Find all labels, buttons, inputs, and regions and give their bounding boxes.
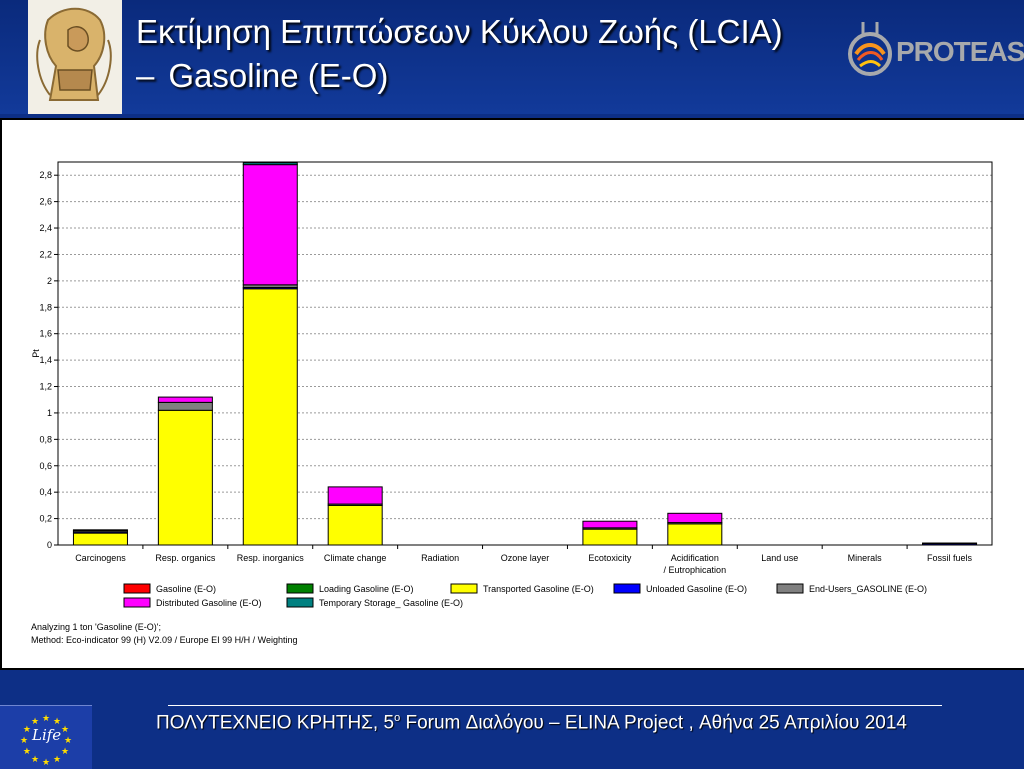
university-logo <box>28 0 122 114</box>
eu-star-icon: ★ <box>23 746 31 756</box>
footer-text-main: ΠΟΛΥΤΕΧΝΕΙΟ ΚΡΗΤΗΣ, 5 <box>156 712 395 734</box>
x-tick-label: Resp. organics <box>155 553 216 563</box>
title-line-2-text: Gasoline (E-O) <box>168 57 389 94</box>
x-tick-label: Carcinogens <box>75 553 126 563</box>
x-tick-label: Land use <box>761 553 798 563</box>
eu-star-icon: ★ <box>20 735 28 745</box>
lcia-stacked-bar-chart: 0 0,2 0,4 0,6 0,8 1 1,2 1,4 1,6 1,8 2 2,2 2,4 2,6 2,8 C… <box>31 161 993 645</box>
title-line-1: Εκτίμηση Επιπτώσεων Κύκλου Ζωής (LCIA) <box>136 13 783 50</box>
legend-label: Temporary Storage_ Gasoline (E-O) <box>319 598 463 608</box>
legend-swatch <box>286 583 314 594</box>
plot-frame <box>57 161 993 546</box>
bar-segment <box>327 504 383 546</box>
eu-life-logo: ★ ★ ★ ★ ★ ★ ★ ★ ★ ★ ★ ★ Life <box>0 705 92 769</box>
bar-segment <box>582 528 638 546</box>
y-tick-label: 1,8 <box>39 302 52 312</box>
eu-star-icon: ★ <box>42 757 50 767</box>
y-tick-label: 0,6 <box>39 461 52 471</box>
footer-text-rest: Forum Διαλόγου – ELINA Project , Αθήνα 2… <box>400 712 907 734</box>
chart-note: Method: Eco-indicator 99 (H) V2.09 / Eur… <box>31 635 297 645</box>
bar-segment <box>242 164 298 286</box>
bar-segment <box>582 520 638 529</box>
legend-label: Unloaded Gasoline (E-O) <box>646 584 747 594</box>
y-tick-label: 1,4 <box>39 355 52 365</box>
legend-label: Transported Gasoline (E-O) <box>483 584 594 594</box>
legend-label: Gasoline (E-O) <box>156 584 216 594</box>
proteas-emblem-icon <box>848 22 892 76</box>
bar-segment <box>922 542 978 545</box>
slide-header: Εκτίμηση Επιπτώσεων Κύκλου Ζωής (LCIA) –… <box>0 0 1024 114</box>
title-dash: – <box>136 57 155 94</box>
eu-stars-icon: ★ ★★★★★★★★★★★ <box>20 713 72 767</box>
eu-star-icon: ★ <box>23 724 31 734</box>
y-tick-label: 2,6 <box>39 197 52 207</box>
bar-segment <box>72 532 128 546</box>
bar-segment <box>157 401 213 411</box>
y-tick-label: 2,4 <box>39 223 52 233</box>
eu-star-icon: ★ <box>42 713 50 723</box>
eu-star-icon: ★ <box>53 716 61 726</box>
eu-star-icon: ★ <box>61 746 69 756</box>
bar-segment <box>72 529 128 531</box>
eu-star-icon: ★ <box>31 754 39 764</box>
legend-swatch <box>123 583 151 594</box>
x-tick-label: Acidification <box>671 553 719 563</box>
x-tick-label: Minerals <box>848 553 883 563</box>
x-tick-label: Ozone layer <box>501 553 550 563</box>
bar-segment <box>327 486 383 505</box>
x-tick-label: Ecotoxicity <box>588 553 632 563</box>
brand-suffix: EAS <box>969 36 1024 67</box>
legend-swatch <box>286 597 314 608</box>
eu-star-icon: ★ <box>31 716 39 726</box>
chart-note: Analyzing 1 ton 'Gasoline (E-O)'; <box>31 622 161 632</box>
legend-swatch <box>776 583 804 594</box>
slide-title: Εκτίμηση Επιπτώσεων Κύκλου Ζωής (LCIA) –… <box>136 10 836 98</box>
title-line-2: – Gasoline (E-O) <box>136 54 836 98</box>
eu-life-text: Life <box>32 726 62 744</box>
y-tick-label: 2,8 <box>39 170 52 180</box>
x-tick-label: Radiation <box>421 553 459 563</box>
bar-segment <box>157 409 213 546</box>
proteas-brand-text: PROTEAS <box>896 36 1024 68</box>
y-tick-label: 1,6 <box>39 329 52 339</box>
chart-panel: 0 0,2 0,4 0,6 0,8 1 1,2 1,4 1,6 1,8 2 2,2 2,4 2,6 2,8 C… <box>0 118 1024 670</box>
y-axis-label: Pt <box>31 349 41 358</box>
legend-label: Distributed Gasoline (E-O) <box>156 598 262 608</box>
legend-label: End-Users_GASOLINE (E-O) <box>809 584 927 594</box>
legend-label: Loading Gasoline (E-O) <box>319 584 414 594</box>
footer-text-superscript: ο <box>394 712 401 724</box>
y-tick-label: 0,2 <box>39 514 52 524</box>
footer-divider <box>168 705 942 706</box>
x-tick-label: Climate change <box>324 553 387 563</box>
x-tick-label: Resp. inorganics <box>237 553 305 563</box>
bar-segment <box>157 396 213 403</box>
brand-prefix: PROT <box>896 36 971 67</box>
y-tick-label: 2,2 <box>39 249 52 259</box>
footer-caption: ΠΟΛΥΤΕΧΝΕΙΟ ΚΡΗΤΗΣ, 5ο Forum Διαλόγου – … <box>156 712 976 734</box>
crest-icon <box>36 7 112 101</box>
legend-swatch <box>613 583 641 594</box>
eu-star-icon: ★ <box>53 754 61 764</box>
x-tick-label: / Eutrophication <box>664 565 727 575</box>
y-tick-label: 0,8 <box>39 434 52 444</box>
y-tick-label: 0 <box>47 540 52 550</box>
x-tick-label: Fossil fuels <box>927 553 973 563</box>
legend-swatch <box>123 597 151 608</box>
y-tick-label: 2 <box>47 276 52 286</box>
bar-segment <box>667 512 723 524</box>
y-tick-label: 1,2 <box>39 382 52 392</box>
bar-segment <box>667 523 723 546</box>
y-tick-label: 0,4 <box>39 487 52 497</box>
bar-segment <box>242 162 298 166</box>
legend-swatch <box>450 583 478 594</box>
bar-segment <box>242 288 298 546</box>
y-tick-label: 1 <box>47 408 52 418</box>
eu-star-icon: ★ <box>64 735 72 745</box>
proteas-logo: PROTEAS <box>846 14 1024 80</box>
eu-star-icon: ★ <box>61 724 69 734</box>
